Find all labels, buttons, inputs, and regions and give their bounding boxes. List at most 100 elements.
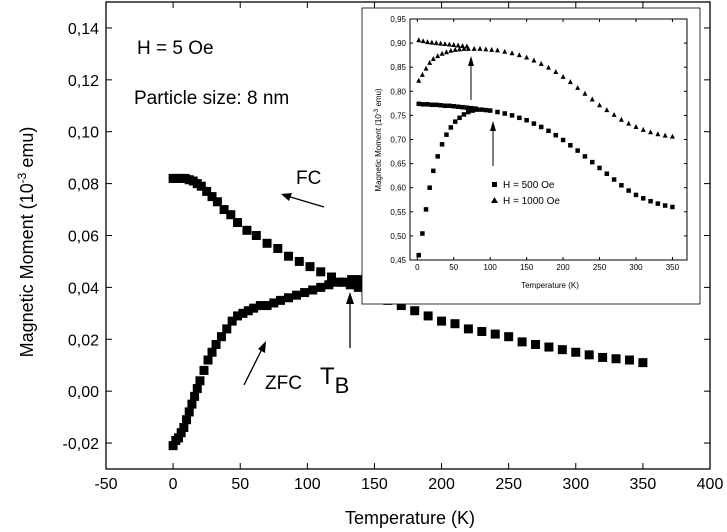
inset-point-triangle (419, 71, 425, 77)
inset-x-tick-label: 50 (449, 263, 458, 272)
inset-y-axis-ticks (410, 18, 687, 261)
main-point-square (211, 339, 221, 349)
main-y-tick-label: 0,12 (68, 73, 99, 90)
inset-point-square (553, 132, 559, 138)
inset-point-square (568, 143, 573, 148)
main-point-square (450, 319, 460, 329)
inset-point-triangle (443, 49, 449, 55)
inset-x-axis-ticks (416, 19, 673, 260)
main-y-tick-label: 0,02 (68, 332, 99, 349)
inset-point-triangle (416, 77, 422, 83)
legend-entry-1000: H = 1000 Oe (503, 196, 560, 207)
zfc-label: ZFC (265, 373, 302, 394)
main-point-square (212, 197, 222, 207)
main-point-square (184, 407, 194, 417)
inset-x-tick-label: 150 (520, 263, 534, 272)
inset-point-square (509, 113, 515, 118)
inset-point-square (416, 101, 421, 107)
tb-label-sub: B (335, 373, 350, 398)
main-point-square (233, 218, 243, 228)
inset-point-square (439, 142, 445, 147)
main-point-square (182, 415, 192, 425)
inset-point-triangle (582, 90, 588, 96)
inset-point-triangle (446, 41, 452, 47)
main-point-square (353, 275, 363, 285)
inset-point-triangle (640, 126, 646, 132)
particle-size-annotation: Particle size: 8 nm (134, 88, 289, 109)
main-x-axis-ticks (105, 2, 711, 469)
inset-y-tick-labels: 0,45 0,50 0,55 0,60 0,65 0,70 0,75 0,80 0,85 0,90… (390, 15, 406, 265)
inset-y-tick-label: 0,70 (390, 136, 406, 145)
main-x-tick-label: 400 (697, 476, 724, 493)
main-point-square (517, 337, 527, 347)
inset-point-triangle (669, 133, 675, 139)
inset-point-square (611, 177, 617, 182)
tb-arrow (346, 292, 354, 348)
inset-point-square (420, 231, 425, 236)
legend-marker-triangle (491, 197, 498, 203)
main-point-square (396, 301, 406, 311)
inset-point-triangle (423, 65, 429, 71)
inset-point-square (452, 119, 458, 124)
inset-point-triangle (662, 132, 668, 138)
main-point-square (216, 332, 226, 342)
inset-y-axis-label-pre: Magnetic Moment (10 (374, 114, 383, 192)
inset-point-square (464, 105, 470, 110)
tb-label: TB (320, 363, 349, 398)
inset-point-square (470, 108, 475, 113)
inset-point-square (416, 252, 421, 258)
zfc-arrow (243, 341, 266, 386)
inset-y-tick-label: 0,90 (390, 39, 406, 48)
main-point-square (203, 355, 213, 365)
inset-point-square (451, 103, 456, 109)
main-point-square (227, 316, 237, 326)
inset-y-tick-label: 0,95 (390, 15, 406, 24)
inset-point-triangle (489, 46, 495, 52)
inset-point-triangle (460, 43, 465, 48)
inset-point-square (582, 154, 588, 159)
main-x-tick-label: -50 (94, 476, 117, 493)
main-point-square (196, 181, 206, 191)
main-point-square (490, 329, 500, 339)
main-point-square (262, 238, 272, 248)
main-point-square (345, 280, 355, 290)
main-point-square (262, 301, 272, 311)
main-point-square (179, 422, 189, 432)
main-point-square (249, 303, 259, 313)
main-x-tick-label: 250 (495, 476, 522, 493)
inset-point-triangle (648, 129, 654, 135)
main-point-square (238, 308, 248, 318)
inset-y-tick-label: 0,60 (390, 184, 406, 193)
inset-point-square (626, 188, 631, 193)
inset-x-tick-labels: 0 50 100 150 200 250 300 350 (415, 263, 680, 272)
inset-point-triangle (604, 107, 610, 113)
main-y-tick-label: 0,06 (68, 229, 99, 246)
inset-point-square (473, 106, 478, 111)
main-point-square (638, 358, 648, 368)
inset-point-triangle (430, 56, 436, 61)
inset-point-square (427, 185, 432, 190)
main-y-tick-label: -0,02 (63, 436, 100, 453)
inset-point-triangle (655, 131, 661, 137)
main-point-square (233, 311, 243, 321)
main-point-square (275, 295, 285, 305)
inset-point-square (538, 124, 544, 130)
main-point-square (531, 339, 541, 349)
inset-point-square (442, 103, 448, 109)
main-point-square (273, 243, 283, 253)
inset-point-triangle (538, 60, 544, 66)
main-point-square (437, 316, 447, 326)
inset-point-triangle (425, 39, 430, 45)
inset-point-square (438, 103, 443, 108)
inset-point-triangle (442, 41, 448, 47)
main-point-square (192, 384, 202, 394)
inset-point-square (479, 107, 484, 112)
main-point-square (199, 365, 209, 375)
inset-point-square (575, 148, 580, 153)
inset-point-triangle (451, 42, 457, 48)
main-y-axis-label-pre: Magnetic Moment (10 (17, 183, 37, 357)
inset-point-triangle (546, 64, 551, 70)
inset-point-square (435, 154, 440, 159)
main-y-tick-label: 0,04 (68, 280, 99, 297)
